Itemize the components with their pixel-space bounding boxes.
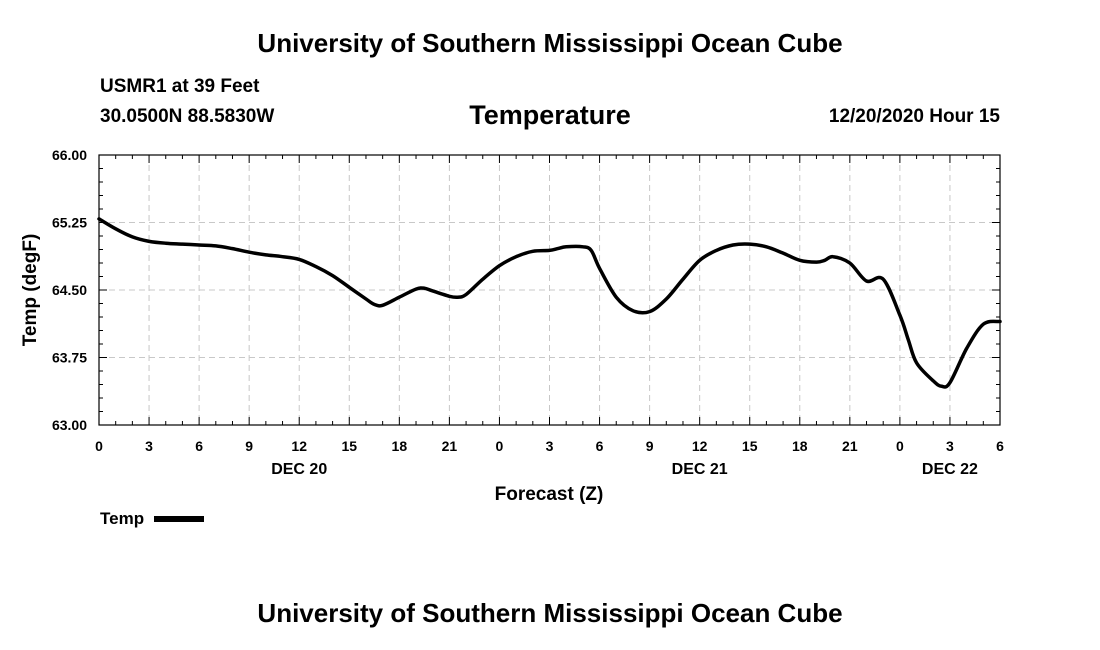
footer-title: University of Southern Mississippi Ocean… [257, 598, 843, 628]
series-line-temp [97, 217, 1002, 389]
x-tick-label: 12 [291, 438, 307, 454]
x-tick-label: 12 [692, 438, 708, 454]
x-tick-label: 18 [792, 438, 808, 454]
x-tick-label: 0 [896, 438, 904, 454]
x-tick-label: 15 [742, 438, 758, 454]
x-tick-label: 6 [996, 438, 1004, 454]
x-tick-label: 3 [946, 438, 954, 454]
x-tick-label: 0 [95, 438, 103, 454]
legend-label-temp: Temp [100, 509, 145, 528]
date-label: DEC 20 [271, 461, 327, 478]
x-tick-label: 3 [145, 438, 153, 454]
y-axis-label: Temp (degF) [20, 234, 41, 347]
y-tick-label: 63.00 [52, 417, 87, 433]
forecast-datetime: 12/20/2020 Hour 15 [828, 106, 1000, 127]
date-label: DEC 22 [922, 461, 978, 478]
y-tick-label: 63.75 [52, 350, 87, 366]
x-tick-label: 21 [842, 438, 858, 454]
legend-swatch-temp [154, 516, 205, 522]
x-tick-label: 0 [496, 438, 504, 454]
x-tick-label: 9 [646, 438, 654, 454]
x-tick-label: 21 [442, 438, 458, 454]
date-label: DEC 21 [672, 461, 728, 478]
station-name: USMR1 at 39 Feet [100, 76, 260, 97]
x-tick-label: 15 [341, 438, 357, 454]
parameter-title: Temperature [469, 100, 631, 130]
x-axis-label: Forecast (Z) [495, 484, 604, 505]
x-tick-label: 6 [195, 438, 203, 454]
page-title: University of Southern Mississippi Ocean… [257, 28, 843, 58]
legend: Temp [100, 509, 205, 529]
x-tick-label: 6 [596, 438, 604, 454]
y-tick-label: 66.00 [52, 147, 87, 163]
y-tick-label: 64.50 [52, 282, 87, 298]
x-tick-label: 3 [546, 438, 554, 454]
x-tick-label: 9 [245, 438, 253, 454]
station-coordinates: 30.0500N 88.5830W [100, 106, 275, 127]
x-tick-label: 18 [392, 438, 408, 454]
y-tick-label: 65.25 [52, 215, 87, 231]
